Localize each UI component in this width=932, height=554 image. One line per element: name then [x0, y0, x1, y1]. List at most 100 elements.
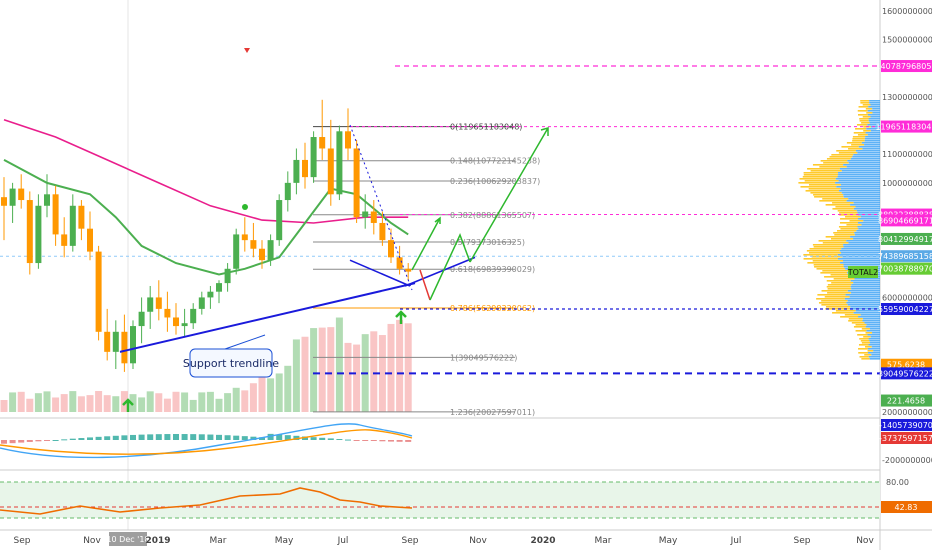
sell-marker: [244, 48, 250, 53]
volume-profile: [798, 100, 880, 360]
volume-bar: [310, 328, 318, 412]
candle-body: [353, 148, 360, 218]
profile-bar-volume: [800, 186, 837, 188]
candle-body: [405, 268, 412, 272]
support-trendline-callout[interactable]: Support trendline: [183, 334, 279, 378]
macd-hist-bar: [233, 435, 240, 440]
profile-bar-volume: [857, 152, 880, 154]
candle-body: [78, 205, 85, 229]
volume-bar: [344, 342, 352, 412]
time-tick-label: 2019: [145, 536, 170, 546]
volume-bar: [301, 336, 309, 412]
profile-bar-volume: [822, 270, 849, 272]
macd-hist-bar: [310, 437, 317, 440]
profile-bar-volume: [825, 308, 850, 310]
macd-hist-bar: [155, 434, 162, 440]
profile-bar-volume: [862, 148, 880, 150]
profile-bar-volume: [832, 312, 854, 314]
fib-label: 0.5(79373016325): [450, 238, 525, 247]
profile-bar-volume: [832, 202, 854, 204]
profile-bar-volume: [833, 278, 855, 280]
macd-hist-bar: [405, 440, 412, 442]
profile-bar-volume: [827, 284, 852, 286]
projection-down-1: [419, 269, 431, 301]
candle-body: [370, 211, 377, 223]
time-tick-label: Nov: [469, 536, 487, 546]
candle-body: [147, 297, 154, 312]
indicator-macd: [0, 423, 413, 459]
volume-bar: [327, 327, 335, 412]
rsi-current-bg: [881, 501, 932, 513]
volume-bar: [215, 398, 223, 412]
volume-bar: [112, 396, 120, 412]
price-label-text: 55959004227: [878, 305, 932, 314]
ma-green-line: [3, 159, 409, 276]
profile-bar-volume: [850, 158, 880, 160]
profile-bar-volume: [830, 274, 853, 276]
candle-body: [233, 234, 240, 269]
profile-bar-volume: [860, 314, 880, 316]
macd-hist-bar: [267, 433, 274, 440]
profile-bar-volume: [863, 336, 871, 338]
price-label-bg: [881, 394, 932, 407]
profile-bar-volume: [853, 154, 880, 156]
profile-bar-volume: [863, 130, 871, 132]
candle-body: [155, 297, 162, 309]
profile-bar-volume: [866, 112, 873, 114]
profile-bar-volume: [854, 278, 880, 280]
macd-hist-bar: [379, 440, 386, 442]
profile-bar-volume: [866, 330, 880, 332]
profile-bar-volume: [861, 122, 870, 124]
profile-bar-volume: [852, 138, 865, 140]
fib-label: 1.236(20027597011): [450, 408, 535, 417]
volume-bar: [103, 395, 111, 412]
candle-body: [327, 148, 334, 195]
profile-bar-volume: [853, 326, 866, 328]
macd-hist-bar: [1, 440, 7, 444]
volume-bar: [224, 393, 232, 412]
candle-body: [9, 188, 16, 206]
macd-hist-bar: [224, 435, 231, 440]
price-axis[interactable]: 160000000000 150000000000 130000000000 1100…: [875, 7, 932, 513]
profile-bar-volume: [868, 356, 880, 358]
candle-body: [130, 326, 136, 364]
volume-bar: [275, 373, 283, 412]
profile-bar-volume: [852, 156, 880, 158]
macd-hist-bar: [78, 438, 85, 440]
macd-hist-bar: [173, 434, 179, 440]
macd-hist-bar: [388, 440, 394, 442]
macd-hist-bar: [112, 435, 119, 440]
profile-bar-volume: [835, 182, 880, 184]
profile-bar-volume: [810, 170, 842, 172]
profile-bar-volume: [850, 286, 880, 288]
price-tick-label: 130000000000: [882, 93, 932, 102]
crosshair-date-bg: [109, 532, 147, 546]
profile-bar-volume: [840, 262, 880, 264]
macd-hist-bar: [95, 436, 102, 440]
profile-bar-volume: [843, 246, 880, 248]
macd-hist-bar: [198, 434, 205, 440]
price-label-text: 74389685158: [878, 252, 932, 261]
profile-bar-volume: [852, 136, 866, 138]
profile-bar-volume: [861, 224, 880, 226]
profile-bar-volume: [841, 192, 880, 194]
profile-bar-volume: [865, 326, 880, 328]
profile-bar-volume: [868, 338, 880, 340]
profile-bar-volume: [813, 194, 844, 196]
volume-bar: [232, 387, 240, 412]
candle-body: [164, 308, 171, 318]
profile-bar-volume: [825, 204, 851, 206]
profile-bar-volume: [803, 172, 838, 174]
profile-bar-volume: [820, 160, 848, 162]
volume-bar: [17, 391, 25, 412]
macd-hist-bar: [276, 434, 283, 440]
profile-bar-volume: [845, 294, 880, 296]
profile-bar-volume: [814, 266, 844, 268]
macd-hist-bar: [293, 435, 300, 440]
profile-bar-volume: [826, 286, 851, 288]
profile-bar-volume: [857, 222, 880, 224]
profile-bar-volume: [868, 120, 880, 122]
macd-hist-bar: [121, 435, 128, 440]
